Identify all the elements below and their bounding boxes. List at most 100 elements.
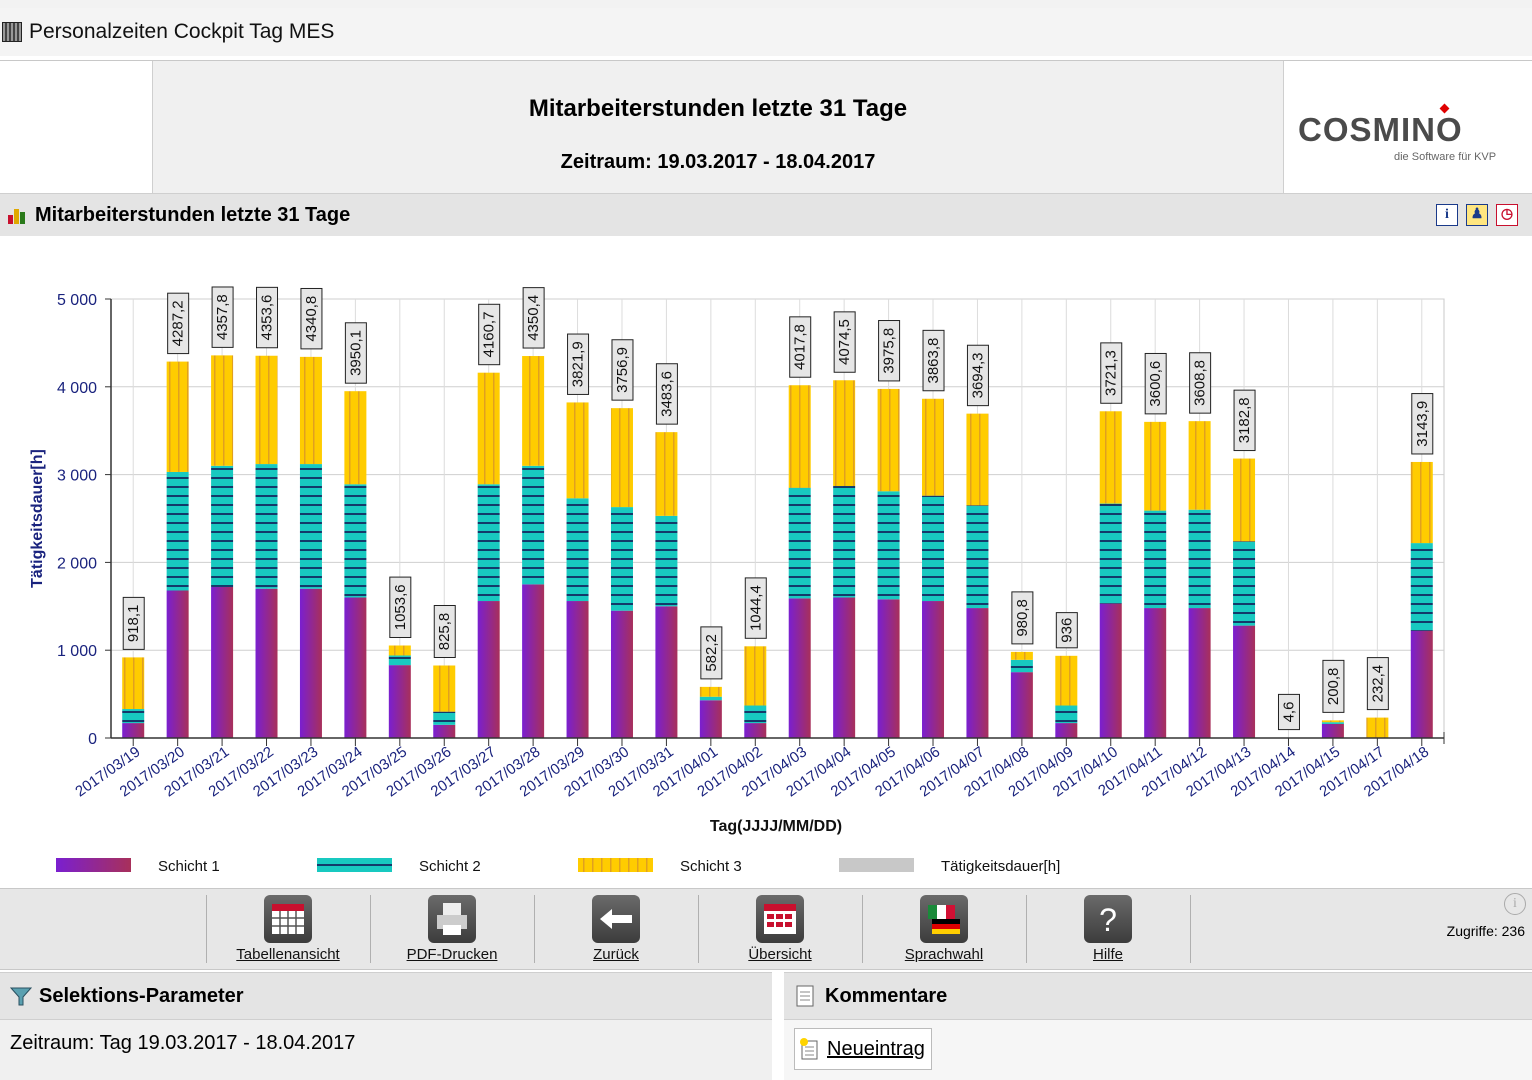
bar-schicht-3[interactable]: [700, 687, 722, 697]
zurueck-button[interactable]: Zurück: [541, 895, 691, 965]
bar-schicht-3[interactable]: [344, 391, 366, 484]
bar-schicht-1[interactable]: [478, 601, 500, 738]
bar-schicht-3[interactable]: [1189, 421, 1211, 510]
bar-schicht-2[interactable]: [522, 466, 544, 585]
bar-schicht-1[interactable]: [344, 598, 366, 738]
bar-schicht-2[interactable]: [1189, 510, 1211, 608]
total-label: 4160,7: [481, 312, 498, 358]
bar-schicht-1[interactable]: [1055, 723, 1077, 738]
bar-schicht-2[interactable]: [122, 709, 144, 723]
bar-schicht-2[interactable]: [922, 496, 944, 601]
bar-schicht-3[interactable]: [833, 380, 855, 486]
bar-schicht-1[interactable]: [1322, 724, 1344, 738]
sprachwahl-button[interactable]: Sprachwahl: [869, 895, 1019, 965]
new-entry-icon: [799, 1037, 821, 1061]
bar-schicht-1[interactable]: [167, 590, 189, 738]
bar-schicht-1[interactable]: [833, 598, 855, 738]
bar-schicht-2[interactable]: [1144, 511, 1166, 608]
bar-schicht-3[interactable]: [1144, 422, 1166, 511]
bar-schicht-1[interactable]: [1189, 608, 1211, 738]
pdf-drucken-button[interactable]: PDF-Drucken: [377, 895, 527, 965]
bar-schicht-3[interactable]: [1322, 720, 1344, 722]
bar-schicht-3[interactable]: [655, 432, 677, 516]
bar-schicht-2[interactable]: [1322, 722, 1344, 724]
bar-schicht-3[interactable]: [1411, 462, 1433, 543]
bar-schicht-1[interactable]: [878, 599, 900, 738]
bar-schicht-3[interactable]: [1100, 411, 1122, 503]
bar-schicht-2[interactable]: [344, 484, 366, 597]
bar-schicht-2[interactable]: [966, 505, 988, 608]
bar-schicht-3[interactable]: [167, 362, 189, 472]
bar-schicht-1[interactable]: [655, 606, 677, 738]
bar-schicht-3[interactable]: [567, 402, 589, 498]
bar-schicht-2[interactable]: [655, 516, 677, 606]
bar-schicht-1[interactable]: [389, 665, 411, 738]
bar-schicht-3[interactable]: [966, 414, 988, 506]
bar-schicht-3[interactable]: [389, 645, 411, 655]
bar-schicht-1[interactable]: [256, 589, 278, 738]
bar-schicht-2[interactable]: [1055, 706, 1077, 724]
bar-schicht-2[interactable]: [833, 486, 855, 598]
bar-schicht-3[interactable]: [256, 356, 278, 464]
bar-schicht-3[interactable]: [478, 373, 500, 485]
bar-schicht-2[interactable]: [167, 472, 189, 591]
bar-schicht-1[interactable]: [966, 608, 988, 738]
bar-schicht-1[interactable]: [433, 725, 455, 738]
bar-schicht-3[interactable]: [211, 355, 233, 465]
bar-schicht-2[interactable]: [433, 712, 455, 725]
neueintrag-button[interactable]: Neueintrag: [794, 1028, 932, 1070]
bar-schicht-3[interactable]: [1055, 656, 1077, 706]
bar-schicht-3[interactable]: [922, 399, 944, 496]
bar-schicht-3[interactable]: [433, 665, 455, 711]
bar-schicht-2[interactable]: [789, 488, 811, 599]
bar-schicht-3[interactable]: [878, 389, 900, 491]
toolbar-separator: [206, 895, 207, 963]
bar-schicht-3[interactable]: [122, 657, 144, 709]
bar-schicht-2[interactable]: [1411, 543, 1433, 631]
bar-schicht-1[interactable]: [1100, 604, 1122, 738]
bar-schicht-2[interactable]: [700, 697, 722, 701]
bar-schicht-2[interactable]: [256, 464, 278, 589]
bar-schicht-1[interactable]: [1011, 672, 1033, 738]
bar-schicht-1[interactable]: [211, 587, 233, 738]
bar-schicht-2[interactable]: [1100, 504, 1122, 604]
bar-schicht-2[interactable]: [744, 706, 766, 724]
bar-schicht-1[interactable]: [300, 589, 322, 738]
bar-schicht-2[interactable]: [1233, 541, 1255, 625]
bar-schicht-2[interactable]: [478, 484, 500, 601]
bar-schicht-1[interactable]: [611, 611, 633, 738]
bar-schicht-2[interactable]: [1011, 660, 1033, 672]
bar-schicht-1[interactable]: [789, 598, 811, 738]
bar-schicht-1[interactable]: [700, 700, 722, 738]
y-tick-label: 0: [88, 731, 97, 748]
bar-schicht-3[interactable]: [744, 646, 766, 705]
bar-schicht-2[interactable]: [389, 655, 411, 665]
bar-schicht-3[interactable]: [611, 408, 633, 507]
selektions-parameter-header: Selektions-Parameter: [0, 972, 772, 1020]
bar-schicht-2[interactable]: [300, 464, 322, 589]
bar-schicht-2[interactable]: [211, 466, 233, 587]
bar-schicht-1[interactable]: [1144, 608, 1166, 738]
bar-schicht-1[interactable]: [1411, 631, 1433, 738]
bar-schicht-1[interactable]: [744, 723, 766, 738]
bar-schicht-1[interactable]: [522, 584, 544, 738]
bar-schicht-3[interactable]: [1233, 459, 1255, 542]
bar-schicht-2[interactable]: [567, 498, 589, 601]
bar-schicht-3[interactable]: [1011, 652, 1033, 660]
tabellenansicht-button[interactable]: Tabellenansicht: [213, 895, 363, 965]
bar-schicht-1[interactable]: [922, 601, 944, 738]
user-settings-icon[interactable]: ♟: [1466, 204, 1488, 226]
hilfe-button[interactable]: ? Hilfe: [1033, 895, 1183, 965]
bar-schicht-3[interactable]: [1366, 718, 1388, 738]
clock-icon[interactable]: ◷: [1496, 204, 1518, 226]
uebersicht-button[interactable]: Übersicht: [705, 895, 855, 965]
bar-schicht-3[interactable]: [522, 356, 544, 466]
bar-schicht-1[interactable]: [1233, 626, 1255, 738]
info-icon[interactable]: i: [1436, 204, 1458, 226]
bar-schicht-1[interactable]: [567, 601, 589, 738]
bar-schicht-2[interactable]: [878, 491, 900, 599]
bar-schicht-2[interactable]: [611, 507, 633, 611]
bar-schicht-1[interactable]: [122, 723, 144, 738]
bar-schicht-3[interactable]: [789, 385, 811, 488]
bar-schicht-3[interactable]: [300, 357, 322, 464]
